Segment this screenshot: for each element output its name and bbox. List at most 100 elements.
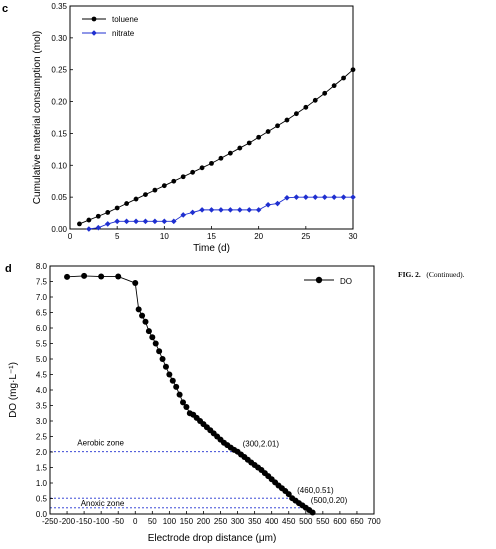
data-point-nitrate (189, 209, 196, 216)
y-tick-label: 4.0 (36, 386, 48, 395)
y-tick-label: 6.5 (36, 309, 48, 318)
x-tick-label: 20 (254, 232, 263, 241)
data-point-DO (176, 391, 183, 398)
data-point-nitrate (170, 218, 177, 225)
data-point-nitrate (114, 218, 120, 225)
data-point-nitrate (218, 207, 224, 213)
x-tick-label: -100 (93, 517, 110, 526)
data-point-DO (139, 312, 146, 319)
legend-item-DO: DO (304, 276, 352, 286)
x-tick-label: 100 (163, 517, 177, 526)
zone-label: Aerobic zone (77, 439, 124, 448)
data-point-DO (183, 404, 190, 411)
y-tick-label: 0.15 (51, 129, 67, 138)
series-line-toluene (79, 69, 354, 225)
data-point-toluene (143, 192, 148, 197)
legend-marker (315, 276, 323, 284)
data-point-toluene (237, 145, 243, 151)
data-point-toluene (180, 174, 186, 180)
data-point-nitrate (255, 207, 262, 213)
x-tick-label: 10 (160, 232, 169, 241)
y-tick-label: 8.0 (36, 262, 48, 271)
panel-c-x-axis-label: Time (d) (193, 243, 230, 254)
data-point-nitrate (312, 194, 319, 200)
panel-c-plot-frame (69, 5, 354, 230)
y-tick-label: 3.0 (36, 417, 48, 426)
y-tick-label: 0.30 (51, 34, 67, 43)
data-point-toluene (190, 169, 196, 175)
x-tick-label: 50 (148, 517, 157, 526)
x-tick-label: 250 (214, 517, 228, 526)
x-tick-label: 200 (197, 517, 211, 526)
data-point-toluene (199, 165, 205, 171)
data-point-DO (156, 348, 163, 355)
legend-item-nitrate: nitrate (82, 29, 135, 38)
data-point-DO (309, 509, 316, 516)
x-tick-label: 15 (207, 232, 216, 241)
data-point-DO (285, 491, 292, 498)
caption-label: FIG. 2. (398, 270, 421, 279)
panel-c-label: c (2, 3, 8, 15)
data-point-toluene (256, 134, 262, 140)
data-point-toluene (246, 140, 252, 146)
x-tick-label: 30 (349, 232, 358, 241)
x-tick-label: 300 (231, 517, 245, 526)
legend-label: DO (340, 277, 352, 286)
x-tick-label: 5 (115, 232, 120, 241)
x-tick-label: -250 (42, 517, 59, 526)
data-point-toluene (105, 210, 111, 215)
data-point-toluene (322, 90, 328, 96)
data-point-DO (132, 280, 139, 287)
data-point-toluene (114, 205, 120, 211)
y-tick-label: 0.35 (51, 2, 67, 11)
data-point-nitrate (180, 212, 186, 218)
data-point-nitrate (331, 194, 337, 200)
data-point-toluene (218, 155, 224, 161)
data-point-nitrate (284, 194, 290, 201)
point-annotation: (300,2.01) (243, 440, 280, 449)
data-point-toluene (265, 129, 271, 134)
data-point-toluene (161, 183, 167, 189)
x-tick-label: -150 (76, 517, 93, 526)
data-point-nitrate (133, 218, 139, 225)
data-point-nitrate (350, 194, 356, 200)
panel-c-chart: c 0 5 10 15 20 25 30 0.00 0.05 0.10 0.15 0.20 0.25 0.… (2, 2, 358, 254)
data-point-toluene (227, 150, 233, 156)
data-point-DO (173, 383, 180, 390)
data-point-DO (98, 273, 105, 280)
point-annotation: (500,0.20) (311, 496, 348, 505)
data-point-nitrate (142, 218, 149, 225)
data-point-toluene (171, 178, 177, 184)
panel-d-plot-frame (49, 265, 375, 515)
data-point-nitrate (199, 207, 205, 213)
y-tick-label: 5.0 (36, 355, 48, 364)
data-point-nitrate (340, 194, 347, 200)
data-point-DO (64, 273, 71, 280)
data-point-nitrate (265, 201, 271, 208)
y-tick-label: 7.5 (36, 278, 48, 287)
data-point-nitrate (274, 200, 281, 207)
y-tick-label: 4.5 (36, 371, 48, 380)
x-tick-label: 350 (248, 517, 262, 526)
figure-caption: FIG. 2. (Continued). (398, 270, 464, 279)
legend-marker (91, 30, 97, 36)
data-point-toluene (209, 160, 214, 166)
data-point-toluene (86, 217, 92, 223)
data-point-nitrate (86, 226, 92, 232)
data-point-toluene (331, 83, 337, 89)
legend-marker (91, 16, 97, 22)
data-point-DO (180, 399, 187, 406)
data-point-nitrate (104, 221, 111, 227)
x-tick-label: 150 (180, 517, 194, 526)
x-tick-label: 500 (299, 517, 313, 526)
data-point-DO (152, 340, 159, 347)
data-point-toluene (303, 104, 309, 110)
y-tick-label: 0.10 (51, 161, 67, 170)
data-point-toluene (95, 213, 101, 219)
data-point-DO (162, 363, 169, 370)
y-tick-label: 2.0 (36, 448, 48, 457)
point-annotation: (460,0.51) (297, 486, 334, 495)
data-point-toluene (294, 111, 299, 117)
x-tick-label: 450 (282, 517, 296, 526)
data-point-nitrate (293, 194, 300, 200)
